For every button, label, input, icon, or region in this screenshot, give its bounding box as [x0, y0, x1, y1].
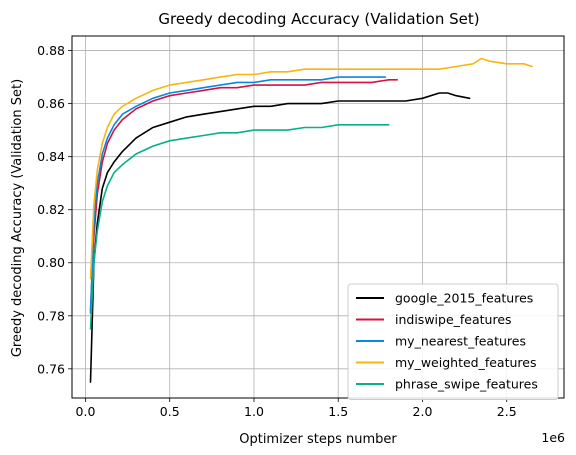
chart-title: Greedy decoding Accuracy (Validation Set…: [158, 10, 479, 28]
series-line-my-weighted-features: [89, 57, 533, 280]
legend-label: indiswipe_features: [395, 312, 512, 327]
series-line-phrase-swipe-features: [89, 124, 390, 330]
y-tick-label: 0.76: [37, 361, 65, 376]
legend-label: my_nearest_features: [395, 334, 526, 349]
x-axis-multiplier: 1e6: [541, 430, 565, 445]
x-tick-label: 1.5: [328, 404, 348, 419]
series-line-my-nearest-features: [89, 76, 387, 314]
x-tick-label: 2.0: [413, 404, 433, 419]
plot-frame: [71, 35, 565, 399]
grid-lines: [72, 36, 564, 398]
x-tick-label: 1.0: [244, 404, 264, 419]
y-tick-label: 0.82: [37, 202, 65, 217]
x-tick-label: 0.0: [76, 404, 96, 419]
x-axis-label: Optimizer steps number: [239, 432, 397, 447]
series-line-google-2015-features: [89, 92, 471, 383]
legend-box: [347, 283, 559, 400]
legend: google_2015_features indiswipe_featuresmy…: [347, 283, 559, 400]
y-axis-label: Greedy decoding Accuracy (Validation Set…: [10, 79, 25, 357]
y-tick-label: 0.86: [37, 96, 65, 111]
x-tick-label: 0.5: [160, 404, 180, 419]
series-layer: [89, 57, 533, 383]
axis-ticks: 0.0 0.5 1.0 1.5 2.0 2.5 0.76 0.78 0.80 0.82 0.84 0.…: [37, 43, 517, 419]
series-line-indiswipe-features: [89, 79, 399, 312]
legend-label: google_2015_features: [395, 291, 533, 306]
x-tick-label: 2.5: [497, 404, 517, 419]
y-tick-label: 0.78: [37, 308, 65, 323]
y-tick-label: 0.88: [37, 43, 65, 58]
y-tick-label: 0.84: [37, 149, 65, 164]
y-tick-label: 0.80: [37, 255, 65, 270]
legend-label: my_weighted_features: [395, 355, 537, 370]
legend-label: phrase_swipe_features: [395, 377, 538, 392]
